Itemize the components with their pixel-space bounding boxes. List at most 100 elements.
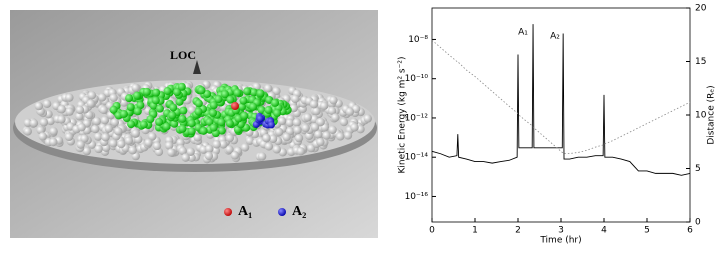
sphere <box>162 122 171 131</box>
legend-label: A₁ <box>238 204 252 219</box>
sphere <box>225 119 234 128</box>
sphere <box>327 106 337 116</box>
sphere <box>296 147 305 156</box>
y2-tick-label: 0 <box>695 218 701 228</box>
sphere <box>146 115 155 124</box>
sphere <box>363 114 372 123</box>
sphere <box>205 144 214 154</box>
sphere <box>125 94 134 103</box>
sphere <box>133 91 142 100</box>
loc-arrow <box>193 60 201 74</box>
legend-label: A₂ <box>292 204 306 219</box>
sphere <box>119 110 128 119</box>
sphere <box>305 131 314 141</box>
sphere <box>124 136 134 145</box>
sphere <box>214 95 223 104</box>
sphere <box>339 117 349 127</box>
plot-frame <box>431 7 691 223</box>
sphere <box>303 113 312 122</box>
sphere <box>65 107 74 116</box>
sphere <box>194 107 203 116</box>
sphere <box>221 90 230 99</box>
sphere <box>151 96 160 105</box>
sphere <box>168 111 177 120</box>
sphere <box>82 146 92 156</box>
sphere <box>152 141 162 151</box>
sphere <box>77 123 86 132</box>
sphere <box>91 124 100 134</box>
sphere <box>173 88 182 97</box>
sphere <box>94 144 103 154</box>
sphere <box>271 98 280 107</box>
sphere <box>34 101 44 111</box>
sphere <box>336 132 345 141</box>
sphere <box>217 118 226 127</box>
sphere <box>249 102 258 111</box>
sphere <box>256 115 264 123</box>
sphere <box>292 118 302 127</box>
sphere <box>136 101 145 110</box>
x-tick-label: 6 <box>687 226 693 236</box>
sphere <box>256 89 265 98</box>
sphere <box>249 88 258 97</box>
sphere <box>212 140 221 149</box>
rendering <box>10 10 378 238</box>
x-tick-label: 2 <box>515 226 521 236</box>
sphere <box>65 93 74 102</box>
sphere <box>187 127 196 136</box>
sphere <box>109 93 118 103</box>
annotation: A₁ <box>518 28 528 38</box>
sphere <box>131 129 140 138</box>
sphere <box>267 121 275 129</box>
sphere <box>345 107 355 116</box>
sphere <box>203 90 212 99</box>
sphere <box>282 132 291 142</box>
sphere <box>264 106 273 115</box>
sphere <box>314 130 323 139</box>
sphere <box>101 133 110 142</box>
sphere <box>109 105 118 114</box>
sphere <box>322 131 331 140</box>
sphere <box>109 139 118 148</box>
sphere <box>350 123 359 132</box>
sphere <box>205 118 214 127</box>
sphere <box>38 132 48 141</box>
x-tick-label: 0 <box>429 226 435 236</box>
sphere <box>175 97 184 106</box>
sphere <box>237 102 246 111</box>
sphere <box>75 112 84 121</box>
sphere <box>23 127 32 136</box>
sphere <box>181 153 190 162</box>
sphere <box>177 82 186 91</box>
sphere <box>169 103 178 112</box>
sphere <box>293 125 302 135</box>
sphere <box>263 84 273 93</box>
y2-tick-label: 15 <box>695 57 706 67</box>
sphere <box>152 88 161 97</box>
sphere <box>264 142 274 151</box>
sphere <box>128 146 137 155</box>
sphere <box>86 99 96 108</box>
sphere <box>273 109 282 118</box>
sphere <box>75 105 85 115</box>
sphere <box>328 125 337 135</box>
sphere <box>176 138 185 147</box>
sphere <box>155 117 164 126</box>
sphere <box>187 119 196 128</box>
sphere <box>329 96 338 105</box>
sphere <box>57 105 66 114</box>
sphere <box>117 139 126 149</box>
sphere <box>178 124 187 133</box>
sphere <box>131 83 140 93</box>
sphere <box>87 91 97 100</box>
sphere <box>94 132 103 141</box>
sphere <box>36 125 45 135</box>
sphere <box>319 101 329 111</box>
sphere <box>49 127 58 136</box>
sphere <box>98 93 107 102</box>
sphere <box>100 115 110 125</box>
sphere <box>114 127 123 136</box>
y2-tick-label: 10 <box>695 111 707 121</box>
sphere <box>197 86 206 95</box>
